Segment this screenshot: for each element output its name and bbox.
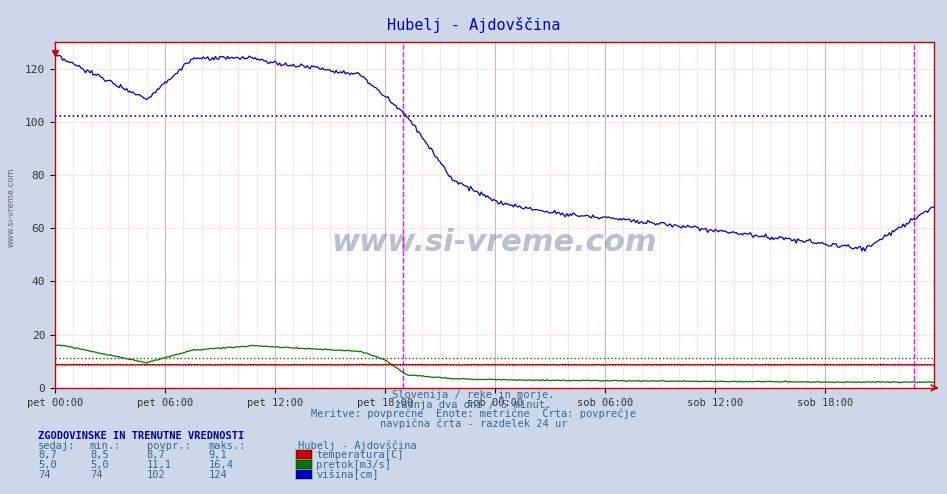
Text: 5,0: 5,0 [90,460,109,470]
Text: www.si-vreme.com: www.si-vreme.com [7,168,16,247]
Text: zadnja dva dni / 5 minut.: zadnja dva dni / 5 minut. [396,400,551,410]
Text: min.:: min.: [90,441,121,451]
Text: povpr.:: povpr.: [147,441,190,451]
Text: 8,7: 8,7 [147,450,166,460]
Text: www.si-vreme.com: www.si-vreme.com [331,228,657,257]
Text: maks.:: maks.: [208,441,246,451]
Text: Meritve: povprečne  Enote: metrične  Črta: povprečje: Meritve: povprečne Enote: metrične Črta:… [311,408,636,419]
Text: sedaj:: sedaj: [38,441,76,451]
Text: 124: 124 [208,470,227,480]
Text: 74: 74 [90,470,102,480]
Text: 16,4: 16,4 [208,460,233,470]
Text: Slovenija / reke in morje.: Slovenija / reke in morje. [392,390,555,400]
Text: navpična črta - razdelek 24 ur: navpična črta - razdelek 24 ur [380,419,567,429]
Text: 8,7: 8,7 [38,450,57,460]
Text: Hubelj - Ajdovščina: Hubelj - Ajdovščina [386,17,561,33]
Text: 8,5: 8,5 [90,450,109,460]
Text: ZGODOVINSKE IN TRENUTNE VREDNOSTI: ZGODOVINSKE IN TRENUTNE VREDNOSTI [38,431,244,441]
Text: višina[cm]: višina[cm] [316,469,379,480]
Text: 5,0: 5,0 [38,460,57,470]
Text: Hubelj - Ajdovščina: Hubelj - Ajdovščina [298,440,417,451]
Text: 102: 102 [147,470,166,480]
Text: 74: 74 [38,470,50,480]
Text: 11,1: 11,1 [147,460,171,470]
Text: 9,1: 9,1 [208,450,227,460]
Text: temperatura[C]: temperatura[C] [316,450,403,460]
Text: pretok[m3/s]: pretok[m3/s] [316,460,391,470]
